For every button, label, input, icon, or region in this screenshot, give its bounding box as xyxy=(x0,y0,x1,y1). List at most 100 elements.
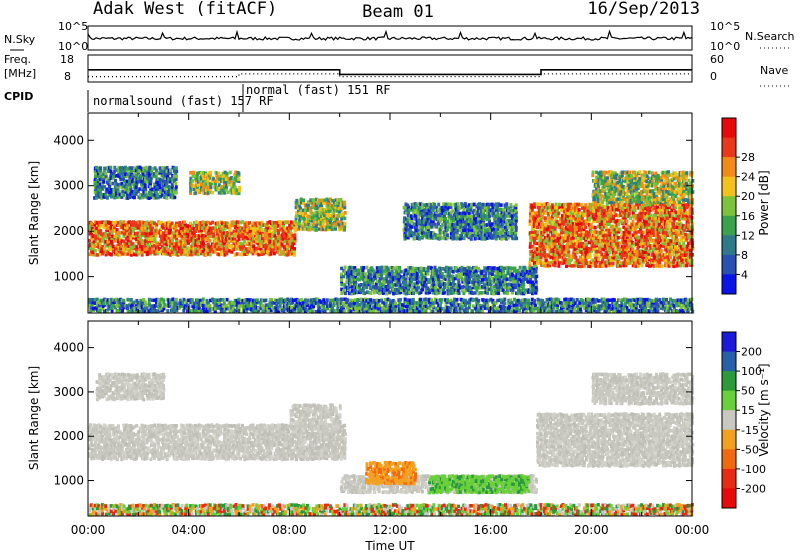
echo-cell xyxy=(97,247,101,252)
echo-cell xyxy=(190,249,194,253)
echo-cell xyxy=(181,223,185,227)
echo-cell xyxy=(233,221,237,225)
echo-cell xyxy=(192,231,196,235)
echo-cell xyxy=(269,234,273,238)
echo-cell xyxy=(93,223,97,227)
echo-cell xyxy=(543,250,547,255)
echo-cell xyxy=(196,183,200,187)
echo-cell xyxy=(88,226,92,230)
echo-cell xyxy=(176,234,180,238)
echo-cell xyxy=(89,242,92,247)
echo-cell xyxy=(115,250,118,254)
echo-cell xyxy=(230,231,234,236)
echo-cell xyxy=(246,250,250,254)
echo-cell xyxy=(555,256,559,260)
echo-cell xyxy=(199,249,203,253)
echo-cell xyxy=(293,229,297,233)
echo-cell xyxy=(258,244,262,248)
echo-cell xyxy=(325,227,329,232)
echo-cell xyxy=(221,234,225,238)
echo-cell xyxy=(173,246,177,251)
echo-cell xyxy=(318,224,322,228)
echo-cell xyxy=(478,202,482,206)
echo-cell xyxy=(113,252,117,256)
echo-cell xyxy=(175,174,179,179)
echo-cell xyxy=(242,228,246,233)
echo-cell xyxy=(147,244,151,248)
echo-cell xyxy=(462,236,466,241)
echo-cell xyxy=(180,234,184,239)
echo-cell xyxy=(228,238,232,243)
echo-cell xyxy=(178,234,182,238)
echo-cell xyxy=(309,201,313,205)
echo-cell xyxy=(158,228,162,233)
echo-cell xyxy=(106,251,110,256)
echo-cell xyxy=(99,171,103,175)
echo-cell xyxy=(278,242,282,246)
echo-cell xyxy=(283,239,287,244)
echo-cell xyxy=(265,234,269,238)
echo-cell xyxy=(235,244,239,248)
echo-cell xyxy=(145,220,149,225)
echo-cell xyxy=(235,231,239,235)
echo-cell xyxy=(136,231,140,235)
echo-cell xyxy=(293,250,297,254)
echo-cell xyxy=(220,221,224,226)
echo-cell xyxy=(263,244,267,248)
echo-cell xyxy=(180,244,183,249)
echo-cell xyxy=(669,255,673,260)
echo-cell xyxy=(275,220,279,225)
echo-cell xyxy=(283,252,287,257)
echo-cell xyxy=(145,236,149,241)
echo-cell xyxy=(314,217,318,221)
echo-cell xyxy=(596,211,600,216)
echo-cell xyxy=(330,221,334,226)
echo-cell xyxy=(176,253,180,257)
echo-cell xyxy=(98,174,102,179)
echo-cell xyxy=(145,228,149,233)
echo-cell xyxy=(196,252,200,257)
echo-cell xyxy=(259,241,263,246)
echo-cell xyxy=(268,229,271,234)
echo-cell xyxy=(199,231,203,236)
echo-cell xyxy=(219,229,223,234)
echo-cell xyxy=(183,233,187,238)
echo-cell xyxy=(634,231,638,235)
echo-cell xyxy=(297,209,300,213)
echo-cell xyxy=(292,241,296,246)
echo-cell xyxy=(149,237,153,241)
echo-cell xyxy=(90,249,93,254)
echo-cell xyxy=(209,185,213,190)
echo-cell xyxy=(202,242,205,246)
echo-cell xyxy=(116,253,120,257)
echo-cell xyxy=(110,223,114,228)
echo-cell xyxy=(302,212,306,216)
echo-cell xyxy=(122,247,126,252)
echo-cell xyxy=(262,251,266,256)
echo-cell xyxy=(154,246,158,251)
echo-cell xyxy=(116,236,120,241)
echo-cell xyxy=(293,236,297,241)
echo-cell xyxy=(90,231,93,235)
echo-cell xyxy=(135,221,138,225)
echo-cell xyxy=(332,208,336,212)
echo-cell xyxy=(104,223,108,227)
echo-cell xyxy=(587,210,591,215)
echo-cell xyxy=(579,255,582,259)
echo-cell xyxy=(536,230,540,234)
echo-cell xyxy=(320,200,324,205)
echo-cell xyxy=(332,217,336,221)
echo-cell xyxy=(96,174,100,178)
echo-cell xyxy=(298,224,302,229)
echo-cell xyxy=(343,216,347,221)
echo-cell xyxy=(286,220,290,224)
echo-cell xyxy=(250,237,254,241)
echo-cell xyxy=(260,220,264,225)
echo-cell xyxy=(325,203,329,208)
echo-cell xyxy=(338,222,341,227)
echo-cell xyxy=(293,246,296,251)
echo-cell xyxy=(318,206,322,211)
echo-cell xyxy=(251,231,255,236)
echo-cell xyxy=(192,239,196,244)
echo-cell xyxy=(303,208,307,213)
